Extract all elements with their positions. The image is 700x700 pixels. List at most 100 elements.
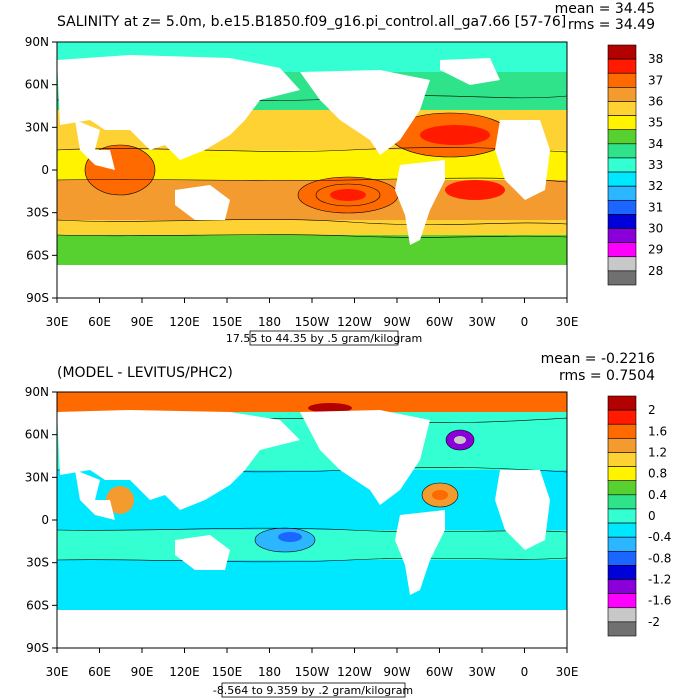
colorbar-swatch	[607, 242, 637, 258]
lon-tick-label: 90E	[131, 665, 154, 679]
colorbar-swatch	[607, 522, 637, 538]
colorbar-label: 30	[648, 222, 663, 236]
rms-label: rms = 34.49	[568, 17, 655, 33]
colorbar-label: 34	[648, 137, 663, 151]
panel-title: SALINITY at z= 5.0m, b.e15.B1850.f09_g16…	[57, 14, 566, 30]
colorbar-label: 29	[648, 243, 663, 257]
lon-tick-label: 150E	[212, 665, 243, 679]
colorbar: 38 37 36 35 34 33 32 31 30 29 28	[607, 44, 663, 286]
map-axes: 90N 60N 30N 0 30S 60S 90S 30E 60E 90E 120E 150E 180 1…	[25, 35, 579, 329]
colorbar-swatch	[607, 72, 637, 88]
colorbar-swatch	[607, 536, 637, 552]
lon-tick-label: 180	[258, 665, 281, 679]
lat-tick-label: 30S	[26, 206, 49, 220]
colorbar-swatch	[607, 593, 637, 609]
lat-tick-label: 90S	[26, 641, 49, 655]
colorbar-swatch	[607, 228, 637, 243]
colorbar-label: -2	[648, 615, 660, 629]
lon-tick-label: 30W	[468, 665, 495, 679]
contour-info-box: 17.55 to 44.35 by .5 gram/kilogram	[226, 330, 422, 346]
lon-tick-label: 120W	[337, 665, 372, 679]
colorbar-label: 28	[648, 264, 663, 278]
lon-tick-label: 30W	[468, 315, 495, 329]
contour-info-text: 17.55 to 44.35 by .5 gram/kilogram	[226, 332, 422, 345]
panel-title: (MODEL - LEVITUS/PHC2)	[57, 365, 233, 381]
lon-tick-label: 120W	[337, 315, 372, 329]
mean-label: mean = 34.45	[555, 1, 655, 17]
lat-tick-label: 60S	[26, 598, 49, 612]
colorbar-swatch	[607, 214, 637, 229]
colorbar-label: -1.2	[648, 573, 671, 587]
colorbar-swatch	[607, 565, 637, 580]
colorbar-label: -0.8	[648, 551, 671, 565]
colorbar-swatch	[607, 395, 637, 411]
map-area	[56, 41, 568, 299]
colorbar-label: 37	[648, 73, 663, 87]
colorbar-label: 36	[648, 94, 663, 108]
colorbar-label: -1.6	[648, 594, 671, 608]
colorbar-label: 0.8	[648, 467, 667, 481]
colorbar-swatch	[607, 508, 637, 524]
lon-tick-label: 150E	[212, 315, 243, 329]
colorbar-swatch	[607, 494, 637, 510]
lat-tick-label: 90N	[25, 35, 49, 49]
contour-info-box: -8.564 to 9.359 by .2 gram/kilogram	[213, 682, 413, 698]
colorbar-label: 35	[648, 116, 663, 130]
colorbar-swatch	[607, 452, 637, 467]
lat-tick-label: 90S	[26, 291, 49, 305]
lon-tick-label: 60W	[426, 665, 453, 679]
lat-tick-label: 30N	[25, 120, 49, 134]
contour-info-text: -8.564 to 9.359 by .2 gram/kilogram	[213, 684, 413, 697]
lon-tick-label: 120E	[169, 665, 200, 679]
colorbar-swatch	[607, 129, 637, 145]
lat-tick-label: 0	[41, 163, 49, 177]
lat-tick-label: 60S	[26, 248, 49, 262]
colorbar-label: 0	[648, 509, 656, 523]
lon-tick-label: 150W	[295, 315, 330, 329]
colorbar-swatch	[607, 199, 637, 215]
colorbar-swatch	[607, 409, 637, 425]
lon-tick-label: 60E	[88, 315, 111, 329]
colorbar-swatch	[607, 480, 637, 496]
colorbar-swatch	[607, 185, 637, 201]
colorbar-label: -0.4	[648, 530, 671, 544]
colorbar-swatch	[607, 44, 637, 60]
colorbar-swatch	[607, 466, 637, 482]
colorbar-label: 32	[648, 179, 663, 193]
lat-tick-label: 60N	[25, 428, 49, 442]
lon-tick-label: 60E	[88, 665, 111, 679]
colorbar-label: 0.4	[648, 488, 667, 502]
colorbar-label: 31	[648, 200, 663, 214]
lat-tick-label: 90N	[25, 385, 49, 399]
colorbar-label: 1.6	[648, 424, 667, 438]
map-axes: 90N 60N 30N 0 30S 60S 90S 30E 60E 90E 120E 150E 180 1…	[25, 385, 579, 679]
lon-tick-label: 90W	[383, 315, 410, 329]
colorbar-swatch	[607, 58, 637, 74]
lon-tick-label: 90W	[383, 665, 410, 679]
lat-tick-label: 0	[41, 513, 49, 527]
colorbar-swatch	[607, 270, 637, 286]
colorbar-swatch	[607, 438, 637, 453]
lon-tick-label: 90E	[131, 315, 154, 329]
lon-tick-label: 180	[258, 315, 281, 329]
lon-tick-label: 30E	[46, 315, 69, 329]
lon-tick-label: 30E	[46, 665, 69, 679]
colorbar-swatch	[607, 256, 637, 272]
lon-tick-label: 120E	[169, 315, 200, 329]
colorbar-swatch	[607, 115, 637, 131]
colorbar-swatch	[607, 579, 637, 594]
colorbar-swatch	[607, 621, 637, 637]
lat-tick-label: 60N	[25, 78, 49, 92]
colorbar-swatch	[607, 143, 637, 159]
lat-tick-label: 30S	[26, 556, 49, 570]
lat-tick-label: 30N	[25, 470, 49, 484]
colorbar-swatch	[607, 607, 637, 623]
lon-tick-label: 0	[521, 315, 529, 329]
colorbar-label: 33	[648, 158, 663, 172]
colorbar-swatch	[607, 423, 637, 439]
colorbar-label: 1.2	[648, 445, 667, 459]
colorbar: 2 1.6 1.2 0.8 0.4 0 -0.4 -0.8 -1.2 -1.6 -2	[607, 395, 671, 637]
lon-tick-label: 0	[521, 665, 529, 679]
colorbar-swatch	[607, 550, 637, 566]
